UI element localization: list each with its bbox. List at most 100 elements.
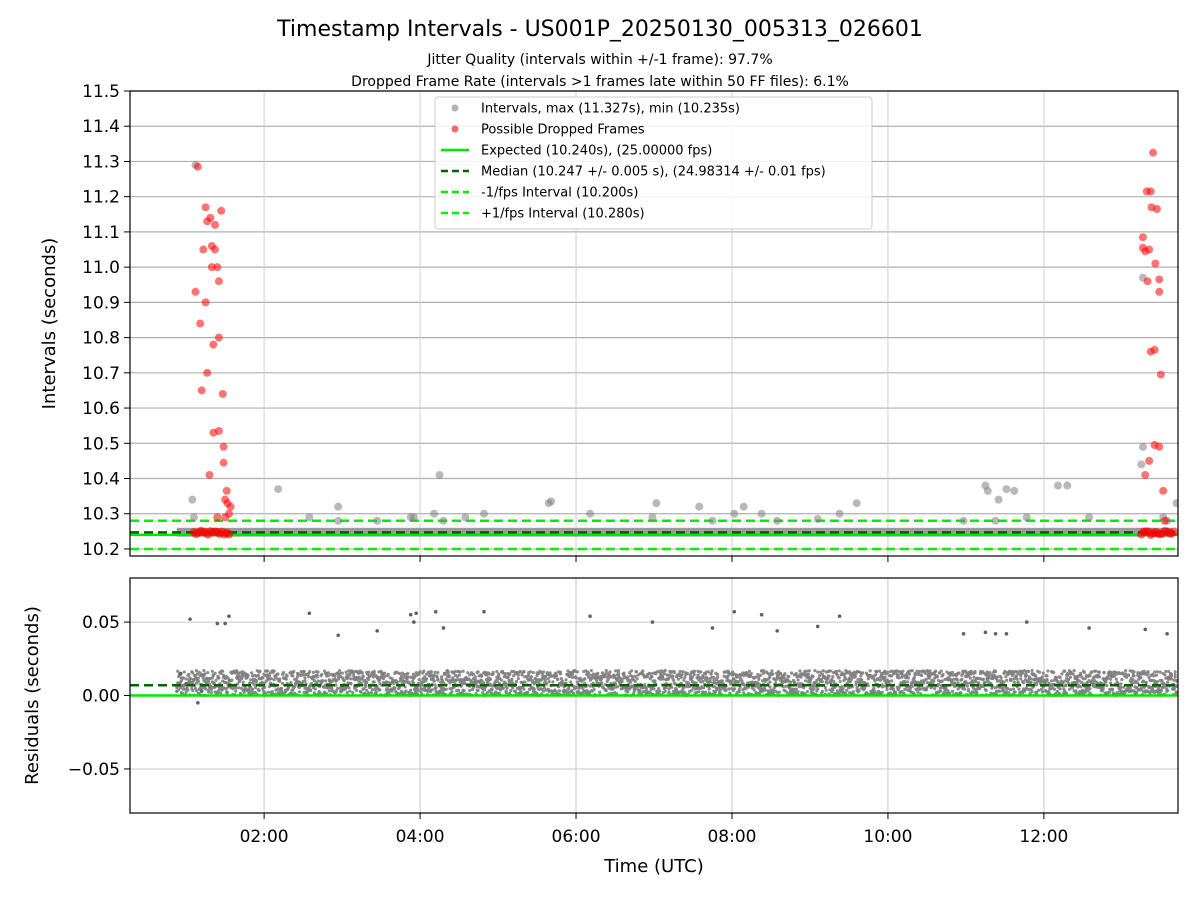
- residual-point: [1141, 679, 1145, 683]
- residual-point: [644, 687, 649, 691]
- residual-point: [882, 678, 886, 682]
- residual-point: [878, 678, 883, 682]
- residual-point: [301, 673, 305, 677]
- interval-point: [373, 516, 382, 525]
- interval-point: [188, 495, 197, 504]
- residual-point: [883, 669, 887, 673]
- residual-point: [1074, 691, 1078, 695]
- residual-point: [527, 673, 531, 678]
- dropped-frame-point: [1149, 148, 1158, 157]
- residual-point: [799, 675, 803, 679]
- residual-point: [697, 690, 701, 694]
- residual-point: [1075, 681, 1079, 685]
- residual-point: [1035, 683, 1039, 687]
- residual-point: [281, 671, 286, 675]
- residual-point: [345, 673, 349, 677]
- residual-point: [761, 671, 766, 675]
- dropped-frame-point: [206, 213, 215, 222]
- residual-point: [632, 689, 636, 693]
- residual-point: [246, 674, 250, 678]
- residual-point: [820, 672, 825, 676]
- residual-point: [1152, 674, 1156, 678]
- residual-point: [367, 670, 371, 674]
- residual-point: [890, 679, 894, 683]
- residual-point: [1080, 690, 1085, 694]
- residual-point: [1074, 689, 1078, 693]
- residual-point: [832, 679, 836, 683]
- residual-point: [207, 688, 211, 692]
- dropped-frame-point: [209, 340, 218, 349]
- residual-point: [1088, 687, 1092, 691]
- residual-point: [478, 685, 482, 689]
- residual-point: [965, 681, 970, 685]
- residual-point: [487, 672, 491, 676]
- interval-point: [1172, 499, 1178, 508]
- residual-point: [894, 669, 898, 673]
- dropped-frame-point: [199, 245, 208, 254]
- residual-point: [941, 672, 945, 677]
- residual-point: [707, 687, 711, 691]
- residual-point: [661, 677, 665, 681]
- residual-point: [949, 673, 953, 677]
- residual-point: [428, 690, 432, 694]
- residual-point: [386, 672, 390, 676]
- dropped-frame-point: [1141, 470, 1150, 479]
- residual-point: [297, 686, 301, 690]
- residual-point: [267, 674, 272, 678]
- residual-point: [422, 669, 426, 673]
- residual-point: [476, 670, 480, 674]
- residual-point: [1058, 675, 1062, 680]
- residual-point: [665, 673, 669, 677]
- residual-point: [868, 669, 872, 673]
- residual-point: [933, 687, 937, 691]
- residual-point: [491, 670, 495, 674]
- residual-point: [679, 675, 683, 680]
- residual-point: [551, 680, 555, 684]
- residual-point: [667, 687, 671, 691]
- interval-point: [991, 516, 1000, 525]
- dropped-frame-point: [193, 162, 202, 171]
- residual-point: [687, 681, 691, 685]
- residual-point: [520, 673, 524, 677]
- residual-point: [609, 674, 613, 679]
- residual-point: [956, 687, 960, 691]
- residual-point: [975, 690, 979, 694]
- residual-point: [1036, 688, 1041, 692]
- residual-point: [241, 680, 245, 684]
- legend-label: -1/fps Interval (10.200s): [481, 186, 638, 201]
- residual-point: [411, 672, 416, 676]
- residual-point: [1124, 672, 1128, 676]
- residual-point: [235, 669, 239, 673]
- residual-point: [239, 686, 243, 690]
- residual-point: [441, 626, 446, 630]
- residual-point: [1082, 670, 1087, 674]
- residual-point: [815, 624, 820, 629]
- residual-point: [534, 680, 538, 684]
- residual-point: [292, 669, 296, 674]
- y-tick-label: 11.4: [82, 117, 120, 137]
- residual-point: [738, 685, 742, 689]
- residual-point: [1050, 679, 1054, 683]
- residual-point: [983, 680, 987, 685]
- residual-point: [897, 676, 901, 680]
- interval-point: [334, 502, 343, 511]
- residual-point: [987, 676, 991, 680]
- residual-point: [1065, 691, 1069, 695]
- residual-point: [648, 672, 652, 676]
- residual-point: [1034, 674, 1038, 678]
- residual-point: [701, 679, 705, 684]
- residual-point: [792, 681, 796, 685]
- residual-point: [311, 670, 315, 674]
- residual-point: [247, 687, 251, 691]
- residual-point: [219, 691, 223, 695]
- residual-point: [1009, 678, 1014, 682]
- residual-point: [410, 691, 414, 695]
- residual-point: [701, 686, 706, 690]
- residual-point: [1094, 669, 1098, 673]
- residual-point: [838, 679, 842, 684]
- residual-point: [278, 679, 282, 683]
- residual-point: [371, 674, 375, 678]
- residual-point: [457, 673, 461, 677]
- residual-point: [178, 671, 183, 676]
- residual-point: [880, 685, 884, 689]
